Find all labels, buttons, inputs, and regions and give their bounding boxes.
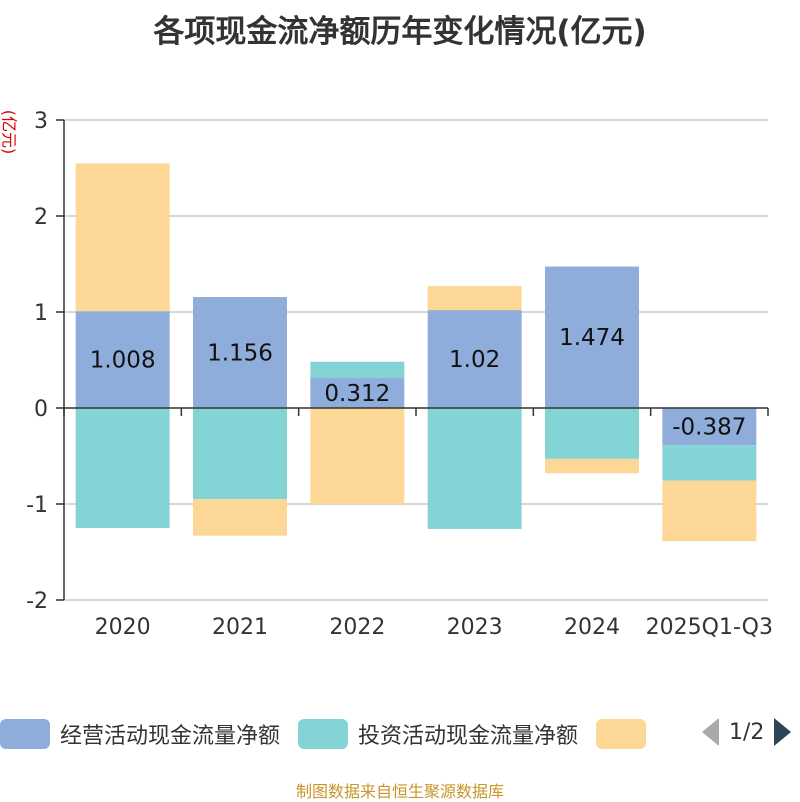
legend-label-investing: 投资活动现金流量净额 (358, 724, 579, 749)
x-tick-label: 2020 (95, 615, 151, 640)
x-tick-label: 2025Q1-Q3 (646, 615, 773, 640)
bar-segment-s0-2023[interactable] (427, 310, 522, 408)
bar-segment-s1-2021[interactable] (193, 408, 287, 500)
bar-segment-s2-2022[interactable] (310, 408, 405, 504)
legend-item-investing[interactable]: 投资活动现金流量净额 (298, 718, 578, 750)
bar-segment-s1-2020[interactable] (75, 408, 170, 528)
bar-value-label: 1.02 (449, 347, 500, 373)
bar-value-label: 1.008 (90, 348, 156, 374)
legend-swatch-investing (298, 719, 349, 749)
bar-segment-s0-2021[interactable] (193, 297, 287, 408)
bar-segment-s1-2025Q1-Q3[interactable] (662, 445, 757, 481)
bar-segment-s2-2020[interactable] (75, 163, 170, 312)
x-tick-label: 2022 (329, 615, 385, 640)
bar-segment-s0-2022[interactable] (310, 378, 405, 408)
y-tick-label: 0 (34, 397, 48, 422)
legend-swatch-operating (0, 719, 50, 749)
bar-value-label: 1.474 (559, 325, 625, 351)
bar-segment-s0-2024[interactable] (545, 266, 639, 408)
legend: 经营活动现金流量净额 投资活动现金流量净额 (0, 716, 800, 752)
data-source-note: 制图数据来自恒生聚源数据库 (295, 782, 504, 801)
y-tick-label: 3 (34, 109, 48, 134)
chart-title: 各项现金流净额历年变化情况(亿元) (153, 14, 647, 50)
bar-segment-s2-2023[interactable] (427, 286, 522, 311)
legend-pager: 1/2 (702, 718, 792, 746)
bar-segment-s1-2022[interactable] (310, 361, 405, 379)
bar-segment-s1-2024[interactable] (545, 408, 639, 459)
pager-next-icon[interactable] (774, 718, 792, 746)
x-tick-label: 2021 (212, 615, 268, 640)
x-tick-label: 2024 (564, 615, 620, 640)
legend-item-operating[interactable]: 经营活动现金流量净额 (0, 718, 280, 750)
bar-segment-s2-2025Q1-Q3[interactable] (662, 480, 757, 542)
pager-page-text: 1/2 (729, 719, 765, 745)
bar-segment-s1-2023[interactable] (427, 408, 522, 529)
x-tick-label: 2023 (447, 615, 503, 640)
bar-segment-s2-2024[interactable] (545, 458, 639, 474)
y-tick-label: -1 (26, 493, 48, 518)
y-tick-label: 1 (34, 301, 48, 326)
chart-area: -2 -1 0 1 2 3 2020 2021 2022 2023 2024 2025Q1-Q3 1.… (26, 109, 773, 640)
bar-value-label: -0.387 (672, 415, 746, 441)
bar-value-label: 0.312 (324, 381, 390, 407)
y-tick-label: -2 (26, 589, 48, 614)
y-tick-label: 2 (34, 205, 48, 230)
bar-segment-s2-2021[interactable] (193, 499, 287, 536)
legend-swatch-financing (596, 719, 647, 749)
legend-label-operating: 经营活动现金流量净额 (60, 724, 281, 749)
bar-value-label: 1.156 (207, 341, 273, 367)
bar-segment-s0-2025Q1-Q3[interactable] (662, 408, 757, 446)
bar-segment-s0-2020[interactable] (75, 311, 170, 408)
pager-prev-icon[interactable] (702, 718, 719, 746)
legend-item-financing[interactable] (596, 719, 656, 749)
